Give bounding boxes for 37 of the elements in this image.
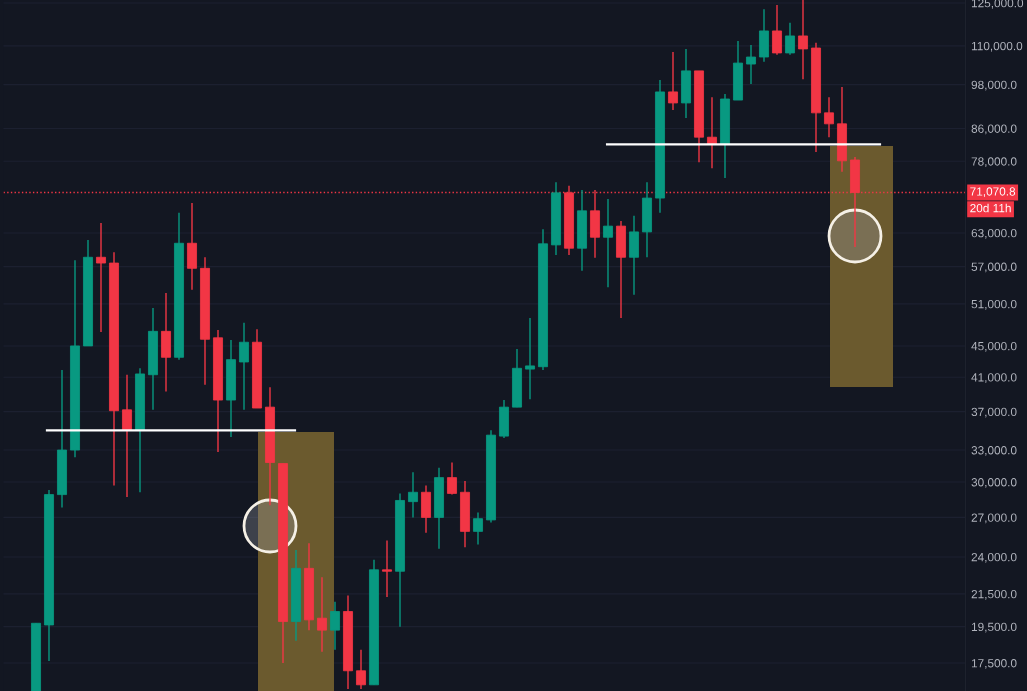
candlestick <box>317 576 327 653</box>
candlestick <box>447 461 457 496</box>
y-tick-label: 37,000.0 <box>971 407 1017 418</box>
y-tick-label: 51,000.0 <box>971 299 1017 310</box>
y-tick-label: 21,500.0 <box>971 589 1017 600</box>
candlestick <box>122 374 132 498</box>
y-tick-label: 17,500.0 <box>971 659 1017 669</box>
y-tick-label: 33,000.0 <box>971 446 1017 456</box>
candlestick <box>668 51 678 111</box>
ref-line-label: 71,070.8 <box>970 187 1016 198</box>
y-tick-label: 30,000.0 <box>971 478 1017 488</box>
candlestick <box>772 4 782 56</box>
y-tick-label: 41,000.0 <box>971 373 1017 383</box>
candlestick <box>239 322 249 411</box>
candlestick <box>408 471 418 519</box>
candlestick <box>798 0 808 80</box>
y-tick-label: 45,000.0 <box>971 341 1017 352</box>
y-tick-label: 19,500.0 <box>971 622 1017 633</box>
y-tick-label: 78,000.0 <box>971 157 1017 168</box>
candlestick <box>785 22 795 56</box>
candlestick <box>824 96 834 138</box>
y-tick-label: 27,000.0 <box>971 513 1017 524</box>
candlestick <box>356 649 366 690</box>
y-tick-label: 57,000.0 <box>971 262 1017 273</box>
text: 20d 11h <box>970 203 1011 213</box>
y-tick-label: 110,000.0 <box>971 41 1023 52</box>
candlestick <box>330 601 340 651</box>
candlestick <box>525 317 535 400</box>
y-tick-label: 24,000.0 <box>971 553 1017 563</box>
candlestick <box>96 222 106 333</box>
y-tick-label: 98,000.0 <box>971 80 1017 91</box>
candlestick <box>382 539 392 598</box>
candlestick <box>603 198 613 288</box>
candlestick <box>746 44 756 85</box>
y-tick-label: 63,000.0 <box>971 229 1017 239</box>
candlestick <box>473 511 483 546</box>
y-tick-label: 86,000.0 <box>971 124 1017 135</box>
